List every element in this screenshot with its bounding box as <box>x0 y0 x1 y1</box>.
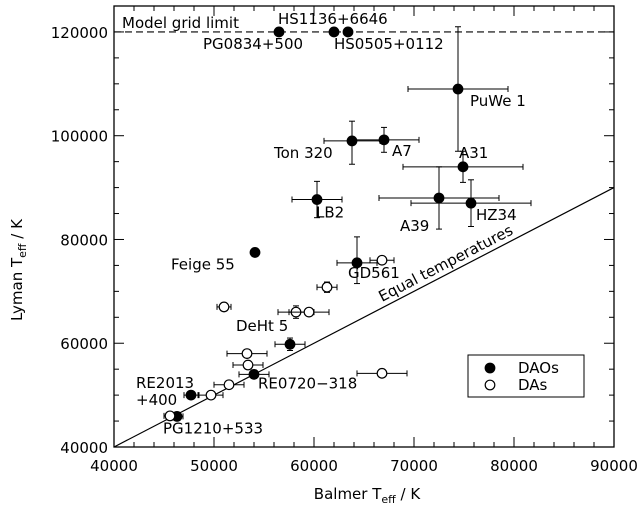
point-label: RE0720−318 <box>258 374 357 392</box>
clipped-series <box>114 26 614 447</box>
dao-point <box>328 26 340 38</box>
svg-text:Balmer Teff / K: Balmer Teff / K <box>314 485 422 505</box>
dao-point <box>346 135 358 147</box>
dao-point <box>378 134 390 146</box>
x-tick-label: 80000 <box>490 457 538 475</box>
x-axis-title-sub: eff <box>381 493 396 505</box>
point-label: HZ34 <box>476 206 517 224</box>
dao-point <box>273 26 285 38</box>
dao-point <box>185 389 197 401</box>
dao-point <box>351 257 363 269</box>
dao-point <box>248 368 260 380</box>
legend-label: DAOs <box>518 359 559 377</box>
x-tick-label: 50000 <box>190 457 238 475</box>
point-label: RE2013 <box>136 374 194 392</box>
point-label: PG1210+533 <box>163 419 263 437</box>
da-point <box>218 301 230 313</box>
legend-dao-marker <box>484 362 496 374</box>
x-axis-title-unit: / K <box>396 485 422 503</box>
dao-point <box>465 197 477 209</box>
point-label: A39 <box>400 217 429 235</box>
da-point <box>241 348 253 360</box>
x-axis-title-main: Balmer T <box>314 485 382 503</box>
y-tick-label: 40000 <box>60 439 108 457</box>
legend-da-marker <box>484 379 496 391</box>
dao-point <box>457 161 469 173</box>
x-tick-label: 90000 <box>590 457 638 475</box>
point-label: +400 <box>136 391 177 409</box>
y-axis-title-unit: / K <box>8 218 26 244</box>
plot-area: 40000 50000 60000 70000 80000 90000 40000 60000… <box>51 5 638 475</box>
y-axis-title-sub: eff <box>16 243 29 258</box>
point-label: DeHt 5 <box>236 317 288 335</box>
dao-point <box>342 26 354 38</box>
point-label: PG0834+500 <box>203 35 303 53</box>
model-grid-limit-label: Model grid limit <box>122 14 239 32</box>
da-point <box>242 359 254 371</box>
da-point <box>376 367 388 379</box>
dao-point <box>433 192 445 204</box>
point-label: Feige 55 <box>171 255 235 273</box>
dao-point <box>311 194 323 205</box>
y-axis-title-main: Lyman T <box>8 257 26 321</box>
point-label: A7 <box>392 142 412 160</box>
point-label: A31 <box>459 144 488 162</box>
y-axis-title: Lyman Teff / K <box>8 218 29 321</box>
da-point <box>223 379 235 391</box>
y-tick-label: 80000 <box>60 231 108 249</box>
da-point <box>321 281 333 293</box>
dao-point <box>284 338 296 350</box>
da-point <box>205 389 217 401</box>
da-point <box>376 254 388 266</box>
y-tick-label: 120000 <box>51 24 108 42</box>
legend-box <box>467 354 585 398</box>
da-point <box>303 306 315 318</box>
point-label: PuWe 1 <box>470 92 526 110</box>
x-tick-label: 40000 <box>90 457 138 475</box>
x-axis-title: Balmer Teff / K <box>314 485 422 505</box>
model-grid-limit-label-bg <box>116 15 268 30</box>
point-label: HS0505+0112 <box>334 35 444 53</box>
point-label: HS1136+6646 <box>278 10 388 28</box>
point-label: Ton 320 <box>273 144 333 162</box>
point-label: GD561 <box>348 264 400 282</box>
equal-temperatures-line <box>114 187 614 447</box>
x-tick-label: 70000 <box>390 457 438 475</box>
plot-frame <box>113 5 615 448</box>
legend-label: DAs <box>518 376 548 394</box>
point-label: LB2 <box>316 204 344 222</box>
da-point <box>164 410 176 422</box>
dao-point <box>249 247 261 258</box>
y-tick-label: 100000 <box>51 128 108 146</box>
dao-point <box>452 83 464 95</box>
y-tick-label: 60000 <box>60 335 108 353</box>
x-tick-label: 60000 <box>290 457 338 475</box>
svg-text:Lyman Teff / K: Lyman Teff / K <box>8 218 29 321</box>
